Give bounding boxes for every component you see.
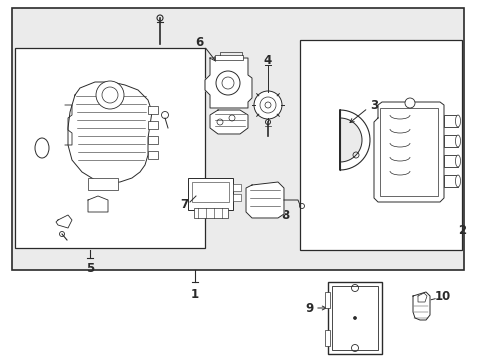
Bar [88, 178, 118, 190]
Bar [192, 182, 228, 202]
Text: 5: 5 [86, 261, 94, 274]
Text: 3: 3 [369, 99, 377, 112]
Circle shape [96, 81, 124, 109]
Polygon shape [339, 110, 369, 170]
Bar [187, 178, 232, 210]
Text: 10: 10 [434, 289, 450, 302]
Polygon shape [373, 102, 443, 202]
Bar [331, 286, 377, 350]
Bar [232, 184, 241, 191]
Bar [379, 108, 437, 196]
Polygon shape [68, 82, 152, 183]
Bar [443, 135, 457, 147]
Polygon shape [209, 110, 247, 134]
Polygon shape [56, 215, 72, 228]
Bar [443, 155, 457, 167]
Ellipse shape [454, 175, 460, 187]
Polygon shape [245, 182, 284, 218]
Bar [443, 115, 457, 127]
Circle shape [353, 316, 356, 320]
Polygon shape [88, 196, 108, 212]
Bar [299, 40, 461, 250]
Circle shape [404, 98, 414, 108]
Polygon shape [412, 292, 429, 320]
Circle shape [253, 91, 282, 119]
Bar [15, 48, 204, 248]
Text: 9: 9 [305, 302, 313, 315]
Ellipse shape [454, 135, 460, 147]
Bar [232, 194, 241, 201]
Polygon shape [339, 118, 361, 162]
Bar [443, 175, 457, 187]
Bar [148, 121, 158, 129]
Bar [148, 106, 158, 114]
Bar [327, 282, 381, 354]
Ellipse shape [454, 155, 460, 167]
Bar [325, 292, 329, 308]
Bar [215, 55, 243, 60]
Bar [148, 136, 158, 144]
Bar [325, 330, 329, 346]
Ellipse shape [454, 115, 460, 127]
Bar [12, 8, 463, 270]
Bar [148, 151, 158, 159]
Text: 1: 1 [190, 288, 199, 301]
Text: 6: 6 [195, 36, 203, 49]
Polygon shape [65, 105, 72, 145]
Text: 7: 7 [180, 198, 188, 211]
Polygon shape [204, 58, 251, 108]
Text: 2: 2 [457, 224, 465, 237]
Bar [194, 208, 227, 218]
Text: 4: 4 [264, 54, 271, 67]
Text: 8: 8 [280, 208, 288, 221]
